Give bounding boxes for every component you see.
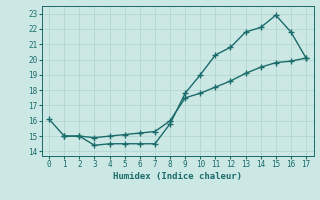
X-axis label: Humidex (Indice chaleur): Humidex (Indice chaleur) [113, 172, 242, 181]
